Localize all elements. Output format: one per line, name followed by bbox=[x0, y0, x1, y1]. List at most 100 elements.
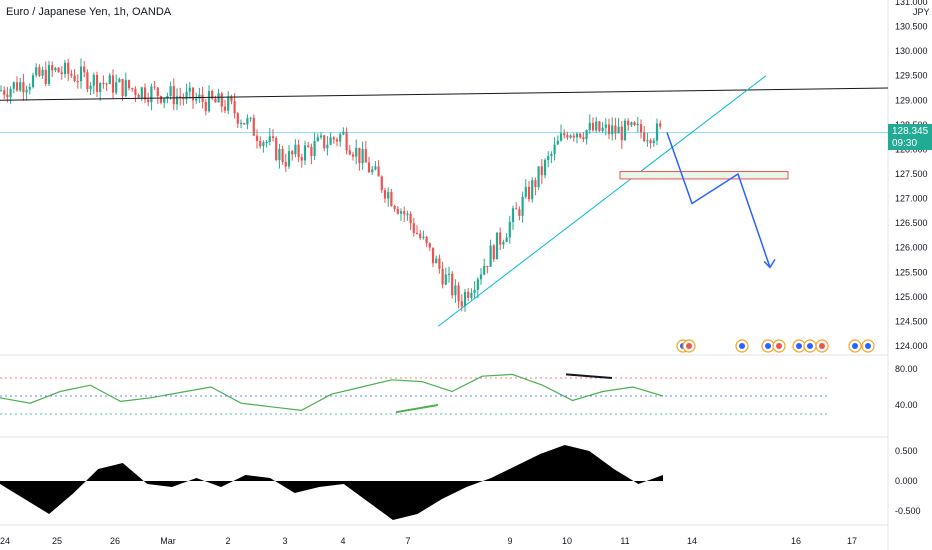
candle-body bbox=[262, 142, 265, 147]
x-tick-label: 10 bbox=[562, 536, 572, 546]
candle-body bbox=[105, 83, 108, 85]
candle-body bbox=[316, 137, 319, 142]
candle-body bbox=[9, 88, 12, 98]
event-icons[interactable] bbox=[676, 339, 875, 353]
osc-tick-label: 0.500 bbox=[895, 446, 918, 456]
candle-body bbox=[255, 135, 259, 141]
candle-body bbox=[99, 83, 102, 92]
split-icon[interactable] bbox=[803, 339, 817, 353]
candle-body bbox=[598, 121, 601, 132]
candle-body bbox=[348, 150, 351, 155]
y-tick-label: 124.500 bbox=[895, 316, 928, 326]
news-icon[interactable] bbox=[761, 339, 775, 353]
x-tick-label: 9 bbox=[507, 536, 512, 546]
candle-body bbox=[489, 245, 492, 267]
candle-body bbox=[441, 268, 444, 285]
candle-body bbox=[281, 148, 284, 162]
candle-body bbox=[575, 133, 579, 138]
candle-body bbox=[636, 124, 639, 126]
candle-body bbox=[649, 140, 652, 144]
candle-body bbox=[335, 139, 339, 142]
projection-arrowhead bbox=[763, 258, 776, 269]
candle-body bbox=[246, 118, 249, 125]
candle-body bbox=[515, 208, 518, 210]
dividend-icon[interactable] bbox=[861, 339, 875, 353]
candle-body bbox=[447, 273, 451, 275]
x-tick-label: 25 bbox=[52, 536, 62, 546]
candle-body bbox=[310, 146, 313, 157]
candle-body bbox=[278, 148, 281, 161]
candle-body bbox=[601, 127, 604, 132]
candle-body bbox=[153, 86, 156, 88]
candle-body bbox=[595, 121, 598, 131]
candle-body bbox=[191, 87, 195, 101]
split-icon[interactable] bbox=[735, 339, 749, 353]
candle-body bbox=[486, 266, 489, 268]
news-icon[interactable] bbox=[815, 339, 829, 353]
candle-body bbox=[204, 102, 207, 112]
candle-body bbox=[60, 72, 63, 74]
rsi-tick-label: 80.00 bbox=[895, 364, 918, 374]
candle-body bbox=[57, 67, 60, 73]
candle-body bbox=[227, 96, 230, 111]
candle-body bbox=[291, 151, 294, 155]
candle-body bbox=[28, 87, 31, 90]
candle-body bbox=[239, 123, 243, 125]
candle-body bbox=[403, 211, 406, 215]
rsi-pane[interactable] bbox=[0, 373, 830, 415]
bearish-divergence-line bbox=[565, 373, 613, 379]
x-tick-label: 11 bbox=[620, 536, 629, 546]
candle-body bbox=[521, 196, 524, 216]
dividend-icon[interactable] bbox=[792, 339, 806, 353]
candle-body bbox=[611, 125, 614, 135]
price-pane[interactable] bbox=[0, 58, 889, 327]
candle-body bbox=[54, 67, 57, 71]
dividend-icon[interactable] bbox=[682, 339, 696, 353]
candle-body bbox=[483, 266, 486, 275]
candle-body bbox=[166, 95, 169, 99]
candle-body bbox=[121, 78, 124, 97]
candle-body bbox=[15, 82, 19, 91]
candle-body bbox=[390, 192, 393, 206]
candle-body bbox=[476, 279, 479, 290]
y-tick-label: 126.500 bbox=[895, 218, 928, 228]
candle-body bbox=[287, 151, 291, 167]
x-tick-label: 2 bbox=[225, 536, 230, 546]
candle-body bbox=[617, 126, 620, 134]
earnings-icon[interactable] bbox=[848, 339, 862, 353]
candle-body bbox=[467, 291, 470, 298]
x-tick-label: 26 bbox=[110, 536, 120, 546]
candle-body bbox=[76, 81, 79, 83]
y-tick-label: 126.000 bbox=[895, 243, 928, 253]
candle-body bbox=[67, 62, 70, 74]
candle-body bbox=[393, 205, 396, 209]
candle-body bbox=[387, 192, 390, 199]
oscillator-pane[interactable] bbox=[0, 445, 663, 520]
candle-body bbox=[524, 186, 527, 197]
candle-body bbox=[19, 82, 22, 91]
candle-body bbox=[211, 91, 214, 99]
earnings-icon[interactable] bbox=[772, 339, 786, 353]
candle-body bbox=[428, 243, 431, 248]
x-tick-label: 24 bbox=[0, 536, 10, 546]
candle-body bbox=[643, 132, 646, 141]
candle-body bbox=[470, 292, 473, 298]
candle-body bbox=[303, 145, 307, 161]
candle-body bbox=[579, 133, 582, 138]
candle-body bbox=[159, 96, 163, 103]
candle-body bbox=[627, 120, 630, 126]
candle-body bbox=[207, 91, 211, 112]
earnings-icon-dot bbox=[852, 343, 858, 349]
candle-body bbox=[73, 75, 76, 82]
candle-body bbox=[6, 94, 9, 98]
candle-body bbox=[118, 78, 121, 83]
candle-body bbox=[44, 69, 47, 84]
last-price-value: 128.345 bbox=[892, 126, 929, 137]
candle-body bbox=[47, 65, 51, 84]
candle-body bbox=[572, 135, 575, 138]
candle-body bbox=[550, 153, 553, 157]
candle-body bbox=[406, 213, 409, 215]
candle-body bbox=[35, 67, 38, 76]
candle-body bbox=[463, 291, 467, 307]
